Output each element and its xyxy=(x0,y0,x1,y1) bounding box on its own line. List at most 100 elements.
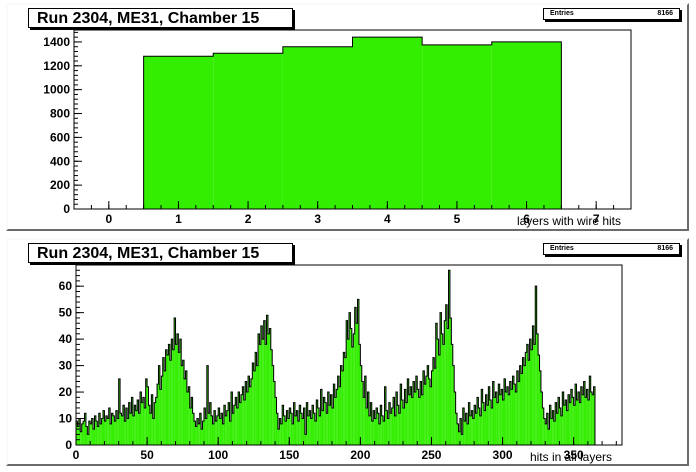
histogram-bin xyxy=(496,402,499,445)
histogram-bin xyxy=(95,421,98,445)
histogram-bin xyxy=(164,370,166,445)
histogram-bin xyxy=(115,410,118,445)
histogram-bin xyxy=(181,365,183,445)
histogram-bin xyxy=(364,376,367,445)
histogram-bin xyxy=(543,418,546,445)
histogram-bin xyxy=(397,405,399,445)
histogram-bin xyxy=(559,407,561,445)
histogram-bin xyxy=(515,392,517,445)
x-tick-label: 5 xyxy=(454,212,461,226)
histogram-bin xyxy=(306,402,308,445)
histogram-bin xyxy=(279,418,281,445)
histogram-bin xyxy=(367,392,369,445)
histogram-bin xyxy=(437,339,439,445)
histogram-bin xyxy=(162,357,165,445)
y-tick-label: 0 xyxy=(63,202,70,216)
histogram-bin xyxy=(199,413,202,445)
histogram-bin xyxy=(161,376,163,445)
histogram-bin xyxy=(265,344,267,445)
histogram-bin xyxy=(590,392,593,445)
histogram-bin xyxy=(445,304,448,445)
histogram-bin xyxy=(87,434,89,445)
histogram-bin xyxy=(558,397,560,445)
histogram-bin xyxy=(552,410,554,445)
stats-label-top: Entries xyxy=(550,10,574,17)
histogram-bin xyxy=(128,402,131,445)
histogram-bin xyxy=(420,381,422,445)
stats-value-top: 8166 xyxy=(657,10,673,17)
histogram-bin xyxy=(403,407,405,445)
histogram-bin xyxy=(592,394,594,445)
histogram-bin xyxy=(118,378,121,445)
chart-top: 0 200 400 600 800 1000 1200 1400 0 1 2 3 4 5 6 7layers … xyxy=(43,29,632,228)
histogram-bin xyxy=(495,392,497,445)
histogram-bin xyxy=(361,381,364,445)
histogram-bin xyxy=(313,413,315,445)
histogram-bin xyxy=(556,413,559,445)
x-tick-label: 3 xyxy=(314,212,321,226)
histogram-bin xyxy=(111,413,113,445)
histogram-bin xyxy=(400,384,402,445)
histogram-bin xyxy=(474,405,476,445)
histogram-bin xyxy=(280,423,283,445)
histogram-bin xyxy=(334,397,337,445)
histogram-bin xyxy=(585,397,587,445)
histogram-bin xyxy=(468,402,470,445)
histogram-bin xyxy=(189,407,192,445)
histogram-bin xyxy=(212,423,214,445)
histogram-bin xyxy=(401,400,404,445)
histogram-bin xyxy=(455,413,458,445)
histogram-bin xyxy=(191,397,193,445)
histogram-bin xyxy=(275,397,277,445)
histogram-bin xyxy=(273,381,276,445)
histogram-bin xyxy=(461,434,463,445)
histogram-bin xyxy=(393,397,395,445)
histogram-bin xyxy=(422,370,425,445)
histogram-bin xyxy=(535,286,537,445)
histogram-bin xyxy=(503,378,506,445)
histogram-bin xyxy=(587,400,590,445)
x-tick-label: 300 xyxy=(493,448,513,462)
histogram-bin xyxy=(201,429,203,445)
histogram-bin xyxy=(172,349,175,445)
histogram-bin xyxy=(545,423,547,445)
chart-title-bottom: Run 2304, ME31, Chamber 15 xyxy=(28,243,293,263)
histogram-bin xyxy=(447,328,449,445)
histogram-bin xyxy=(283,415,286,445)
histogram-bin xyxy=(505,392,507,445)
stats-box-bottom: Entries 8166 xyxy=(543,243,680,255)
histogram-bin xyxy=(77,426,79,445)
histogram-bin xyxy=(478,407,480,445)
histogram-bin xyxy=(349,312,351,445)
y-tick-label: 40 xyxy=(59,332,73,346)
histogram-bin xyxy=(531,349,533,445)
histogram-bin xyxy=(410,386,412,445)
histogram-bin xyxy=(341,370,344,445)
histogram-bin xyxy=(142,397,145,445)
histogram-bin xyxy=(229,421,231,445)
histogram-bin xyxy=(567,394,570,445)
histogram-bin xyxy=(351,347,354,445)
histogram-bin xyxy=(444,320,446,445)
histogram-bin xyxy=(352,37,423,209)
histogram-bin xyxy=(104,421,106,445)
histogram-bin xyxy=(513,384,516,445)
histogram-bin xyxy=(484,410,486,445)
histogram-bin xyxy=(178,352,180,445)
histogram-bin xyxy=(208,413,210,445)
y-tick-label: 1400 xyxy=(43,35,70,49)
histogram-bin xyxy=(457,423,459,445)
y-tick-label: 1000 xyxy=(43,83,70,97)
histogram-bin xyxy=(296,410,298,445)
histogram-bin xyxy=(440,312,442,445)
histogram-bin xyxy=(194,421,196,445)
histogram-bin xyxy=(239,402,241,445)
histogram-bin xyxy=(492,381,495,445)
histogram-bin xyxy=(78,418,81,445)
histogram-bin xyxy=(563,405,566,445)
histogram-bin xyxy=(205,418,207,445)
histogram-bin xyxy=(262,339,264,445)
histogram-bin xyxy=(572,397,574,445)
histogram-bin xyxy=(184,378,186,445)
histogram-bin xyxy=(154,402,156,445)
